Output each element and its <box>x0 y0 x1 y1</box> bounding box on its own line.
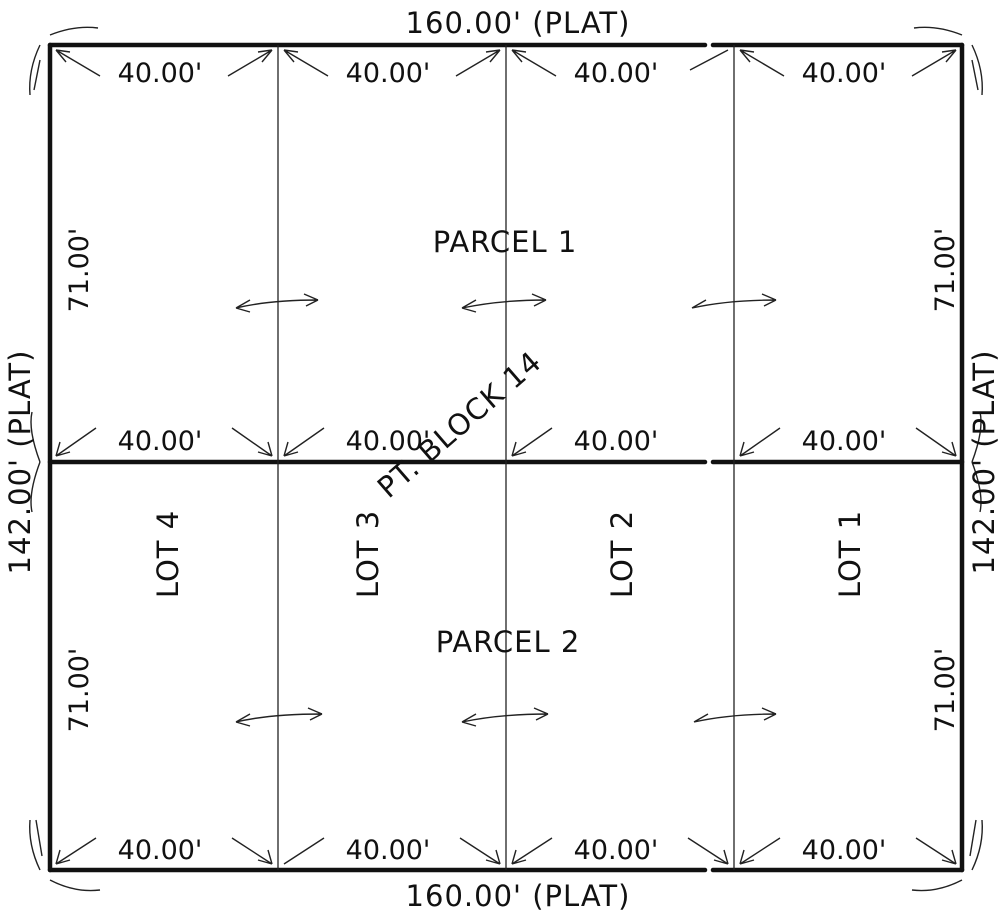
top-plat-dimension: 160.00' (PLAT) <box>406 6 631 40</box>
arc <box>30 461 41 513</box>
lot-3-label: LOT 3 <box>351 510 385 598</box>
arrow-mark <box>689 49 729 71</box>
arrow-mark <box>33 59 41 91</box>
arrow-mark <box>231 427 273 457</box>
arrow-mark <box>739 427 781 457</box>
arrow-mark <box>283 837 325 865</box>
segment-height-label: 71.00' <box>930 228 961 313</box>
arc <box>49 26 99 36</box>
arc <box>29 819 41 871</box>
arrow-mark <box>739 49 785 77</box>
arrow-mark <box>455 49 501 77</box>
segment-width-label: 40.00' <box>802 426 887 457</box>
arrow-mark <box>227 49 273 77</box>
arrow-mark <box>971 59 979 91</box>
segment-width-label: 40.00' <box>346 58 431 89</box>
arrow-mark <box>231 837 273 865</box>
lot-4-label: LOT 4 <box>151 510 185 598</box>
arrow-mark <box>55 49 101 77</box>
arrow-mark <box>511 427 553 457</box>
arrow-mark <box>739 837 781 865</box>
arrow-mark <box>283 49 329 77</box>
cross-arrow <box>691 293 777 309</box>
segment-width-label: 40.00' <box>346 835 431 866</box>
arrow-mark <box>35 819 43 857</box>
right-plat-dimension: 142.00' (PLAT) <box>967 350 1001 575</box>
parcel-1-label: PARCEL 1 <box>433 225 578 259</box>
arrow-mark <box>55 427 97 457</box>
arrow-mark <box>969 819 977 857</box>
cross-arrow <box>461 293 547 313</box>
arrow-mark <box>283 427 325 457</box>
segment-width-labels: 40.00' 40.00' 40.00' 40.00' 40.00' 40.00… <box>118 58 887 866</box>
dimension-arrows <box>33 49 979 865</box>
arrow-mark <box>687 837 729 865</box>
segment-width-label: 40.00' <box>802 835 887 866</box>
lot-line-cross-marks <box>235 293 777 727</box>
arc <box>971 44 983 96</box>
arrow-mark <box>511 49 557 77</box>
arc <box>49 879 101 892</box>
segment-height-label: 71.00' <box>64 648 95 733</box>
segment-width-label: 40.00' <box>118 835 203 866</box>
lot-2-label: LOT 2 <box>605 510 639 598</box>
segment-height-labels: 71.00' 71.00' 71.00' 71.00' <box>64 228 961 733</box>
segment-width-label: 40.00' <box>574 426 659 457</box>
arc <box>30 411 41 463</box>
arc <box>971 461 982 513</box>
parcel-2-label: PARCEL 2 <box>436 625 581 659</box>
arrow-mark <box>911 49 957 77</box>
segment-height-label: 71.00' <box>930 648 961 733</box>
segment-width-label: 40.00' <box>574 58 659 89</box>
arc <box>29 44 41 96</box>
cross-arrow <box>235 707 323 727</box>
arrow-mark <box>915 427 957 457</box>
segment-width-label: 40.00' <box>802 58 887 89</box>
bottom-plat-dimension: 160.00' (PLAT) <box>406 879 631 913</box>
segment-width-label: 40.00' <box>346 426 431 457</box>
cross-arrow <box>693 707 777 723</box>
arrow-mark <box>511 837 553 865</box>
arrow-mark <box>915 837 957 865</box>
segment-width-label: 40.00' <box>118 426 203 457</box>
cross-arrow <box>461 707 549 727</box>
segment-height-label: 71.00' <box>64 228 95 313</box>
arrow-mark <box>459 837 501 865</box>
left-plat-dimension: 142.00' (PLAT) <box>3 350 37 575</box>
segment-width-label: 40.00' <box>574 835 659 866</box>
lot-lines <box>277 45 735 870</box>
cross-arrow <box>235 293 319 313</box>
segment-width-label: 40.00' <box>118 58 203 89</box>
lot-1-label: LOT 1 <box>833 510 867 598</box>
dimension-arcs <box>29 26 983 892</box>
arc <box>911 879 963 892</box>
arc <box>971 819 983 871</box>
boundary-lines <box>47 42 965 873</box>
arc <box>971 411 982 463</box>
block-label: PT. BLOCK 14 <box>371 344 548 504</box>
arrow-mark <box>55 837 97 865</box>
arc <box>913 26 963 36</box>
